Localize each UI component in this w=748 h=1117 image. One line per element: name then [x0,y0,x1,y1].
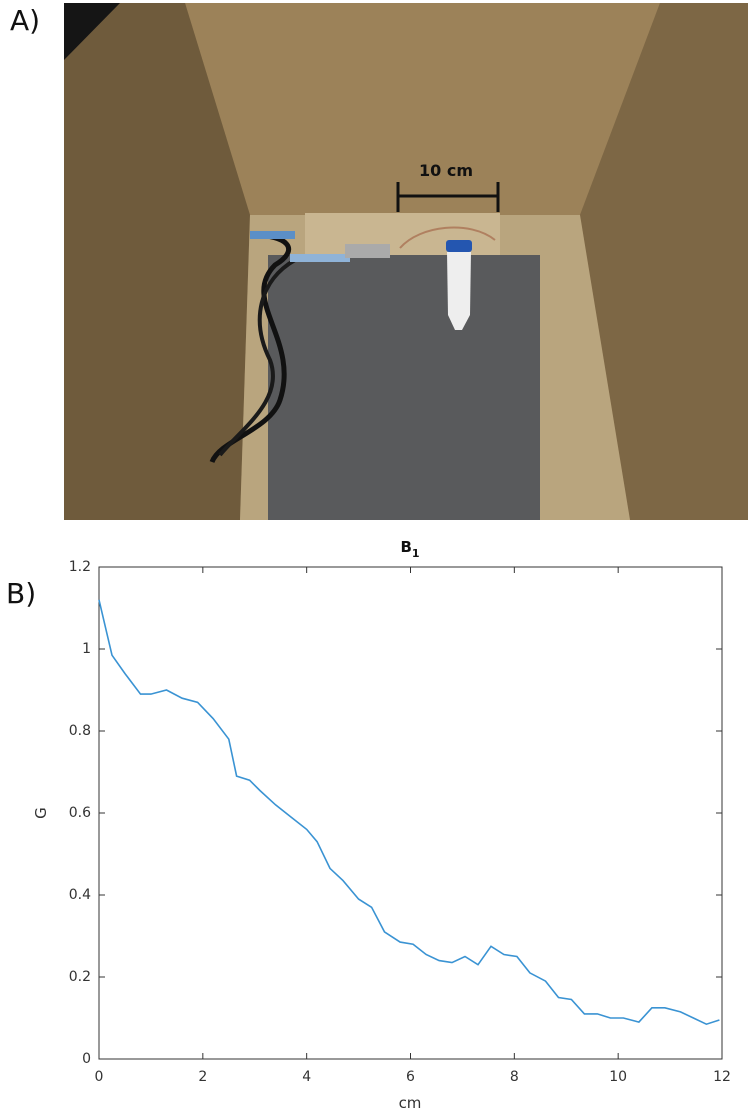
x-tick-label: 4 [302,1069,311,1085]
back-wall [185,3,660,215]
data-line [98,599,720,1026]
panel-label: A) [10,4,40,37]
shadow [64,3,120,60]
y-tick-label: 0 [82,1051,91,1067]
y-tick-label: 0.6 [69,805,91,821]
panel-label: B) [6,577,36,610]
title-subscript: 1 [412,547,420,560]
x-tick-label: 10 [609,1069,627,1085]
photo: 10 cm [64,3,748,520]
tube-cap [446,240,472,252]
x-tick-label: 0 [95,1069,104,1085]
connector [290,254,350,262]
y-axis-label: G [32,807,50,819]
x-axis-label: cm [399,1094,422,1112]
x-tick-label: 6 [406,1069,415,1085]
left-wall [64,3,250,520]
right-wall [580,3,748,520]
y-tick-label: 0.2 [69,969,91,985]
wire [399,226,496,249]
y-tick-label: 1 [82,641,91,657]
chart-title: B1 [400,538,419,560]
plot-frame [98,566,723,1060]
tube [447,252,471,330]
cable [218,258,296,457]
y-tick-label: 0.4 [69,887,91,903]
x-tick-label: 8 [510,1069,519,1085]
connector [250,231,295,239]
x-tick-label: 12 [713,1069,731,1085]
foam [268,255,540,520]
scale-label: 10 cm [419,161,473,180]
y-tick-label: 1.2 [69,559,91,575]
title: B [400,538,411,556]
cable [209,232,292,464]
x-tick-label: 2 [198,1069,207,1085]
y-tick-label: 0.8 [69,723,91,739]
attenuator [345,244,390,258]
